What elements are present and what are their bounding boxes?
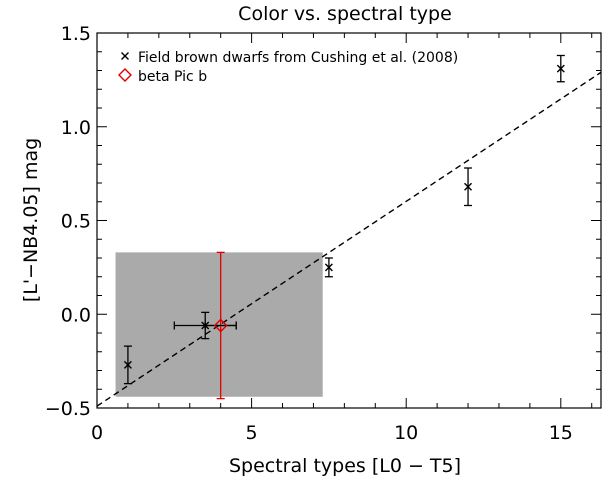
brown-dwarf-point [556,54,565,83]
shaded-region [115,252,323,397]
beta-pic-b-point [204,251,237,400]
legend-label: Field brown dwarfs from Cushing et al. (… [138,50,458,66]
x-marker [464,182,473,191]
brown-dwarf-point [324,257,333,278]
diamond-marker [213,318,228,333]
x-marker-stroke [123,360,132,369]
shaded-region-layer [115,252,323,397]
legend-diamond-marker [118,68,132,82]
y-tick-label: −0.5 [45,398,91,420]
chart-title: Color vs. spectral type [238,3,452,25]
x-marker-stroke [121,52,129,60]
y-axis-label: [L'−NB4.05] mag [20,138,42,302]
y-tick-label: 1.0 [61,117,91,139]
x-marker [556,64,565,73]
x-marker [324,263,333,272]
x-tick-label: 5 [246,422,258,444]
x-marker-stroke [556,64,565,73]
y-tick-label: 0.5 [61,211,91,233]
fit-line-layer [96,71,602,407]
legend-x-marker [121,52,129,60]
y-tick-label: 1.5 [61,23,91,45]
x-tick-label: 15 [549,422,573,444]
brown-dwarf-point [464,167,473,207]
x-marker [123,360,132,369]
legend: Field brown dwarfs from Cushing et al. (… [118,50,458,85]
x-tick-label: 0 [91,422,103,444]
fit-line [96,71,602,407]
x-marker-stroke [464,182,473,191]
data-layer [123,54,565,400]
x-marker-stroke [324,263,333,272]
legend-label: beta Pic b [138,69,207,85]
y-tick-label: 0.0 [61,304,91,326]
x-tick-label: 10 [394,422,418,444]
ticks-layer: 0 5 10 15 −0.5 0.0 0.5 1.0 1.5 [45,23,601,444]
brown-dwarf-point [123,345,132,385]
x-axis-label: Spectral types [L0 − T5] [229,455,461,477]
